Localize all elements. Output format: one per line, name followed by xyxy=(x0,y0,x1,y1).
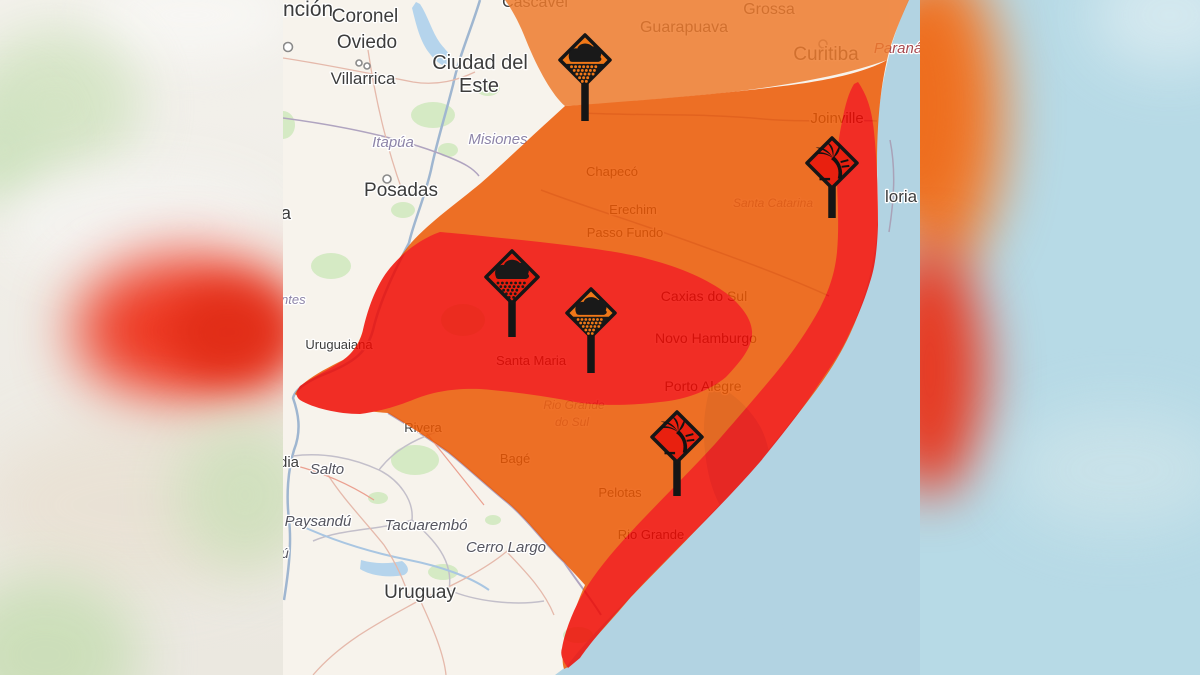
map-label: nción xyxy=(283,0,333,21)
vegetation-patch xyxy=(391,202,415,218)
map-label: Oviedo xyxy=(337,32,397,53)
map-label: Coronel xyxy=(332,6,399,27)
sign-diamond xyxy=(805,136,859,190)
map-line xyxy=(327,474,411,601)
background-blur-right xyxy=(920,0,1200,675)
map-line xyxy=(888,139,895,233)
vegetation-patch xyxy=(391,445,439,475)
map-line xyxy=(448,589,545,604)
background-blur-left xyxy=(0,0,283,675)
sign-post xyxy=(828,182,836,218)
blur-artifact xyxy=(90,0,283,60)
alert-icon-wind[interactable] xyxy=(805,136,859,218)
map-label: Paysandú xyxy=(285,513,352,530)
map-line xyxy=(283,117,480,177)
lake-itaipu xyxy=(412,2,453,67)
blur-artifact-red-zone xyxy=(170,285,283,380)
map-label: Este xyxy=(459,75,499,97)
map-label: ntes xyxy=(283,292,306,307)
city-marker xyxy=(355,59,363,67)
vegetation-patch xyxy=(438,143,458,157)
blur-artifact xyxy=(0,575,140,675)
map-line xyxy=(419,599,447,675)
wind-palm-icon xyxy=(657,415,695,455)
map-line xyxy=(292,454,413,521)
map-label: Posadas xyxy=(364,180,438,201)
city-marker xyxy=(382,174,392,184)
sign-post xyxy=(508,297,516,337)
alert-icon-storm[interactable] xyxy=(558,33,612,121)
blur-artifact xyxy=(1090,0,1200,70)
storm-cloud-icon xyxy=(572,297,610,336)
vegetation-patch xyxy=(368,492,388,504)
map-label: a xyxy=(283,203,292,223)
blur-artifact xyxy=(1010,410,1200,530)
map-line xyxy=(505,550,555,616)
alert-icons xyxy=(484,33,859,496)
blur-artifact xyxy=(175,420,283,570)
vegetation-patch xyxy=(476,80,500,96)
map-label: Cerro Largo xyxy=(466,539,546,556)
city-marker xyxy=(363,62,371,70)
alert-icon-wind[interactable] xyxy=(650,410,704,496)
sign-diamond xyxy=(650,410,704,464)
map-label: Ciudad del xyxy=(432,52,528,74)
map-canvas[interactable]: nción Coronel Oviedo Villarrica Ciudad del Es… xyxy=(283,0,920,675)
vegetation-patch xyxy=(428,564,458,580)
sign-post xyxy=(581,79,589,121)
vegetation-patch xyxy=(311,253,351,279)
sign-post xyxy=(587,331,595,373)
map-label: Salto xyxy=(310,461,344,478)
blur-artifact-red-zone xyxy=(920,245,985,495)
alert-icon-storm[interactable] xyxy=(484,249,540,337)
map-label: Misiones xyxy=(468,131,528,148)
map-label: Villarrica xyxy=(331,69,396,88)
map-line xyxy=(411,519,451,591)
storm-cloud-icon xyxy=(565,43,605,84)
alert-zone-red-inland[interactable] xyxy=(296,232,753,414)
map-line xyxy=(312,519,413,542)
lagoon-merin xyxy=(742,594,787,656)
map-line xyxy=(407,0,482,244)
map-label: ú xyxy=(283,545,289,561)
map-label: loria xyxy=(885,187,918,206)
map-line xyxy=(283,57,476,84)
alert-zone-orange-light[interactable] xyxy=(505,0,909,106)
sign-post xyxy=(673,456,681,496)
wind-palm-icon xyxy=(812,141,850,181)
map-label: Tacuarembó xyxy=(385,517,468,534)
city-marker xyxy=(283,41,294,53)
storm-cloud-icon xyxy=(495,259,530,299)
map-label: Itapúa xyxy=(372,134,414,151)
map-label: dia xyxy=(283,454,300,471)
alert-icon-storm[interactable] xyxy=(565,287,617,373)
ocean xyxy=(555,0,920,675)
map-line xyxy=(292,464,375,501)
map-label: Uruguay xyxy=(384,582,456,603)
vegetation-patch xyxy=(485,515,501,525)
alert-zone-red-coastal[interactable] xyxy=(561,82,878,668)
